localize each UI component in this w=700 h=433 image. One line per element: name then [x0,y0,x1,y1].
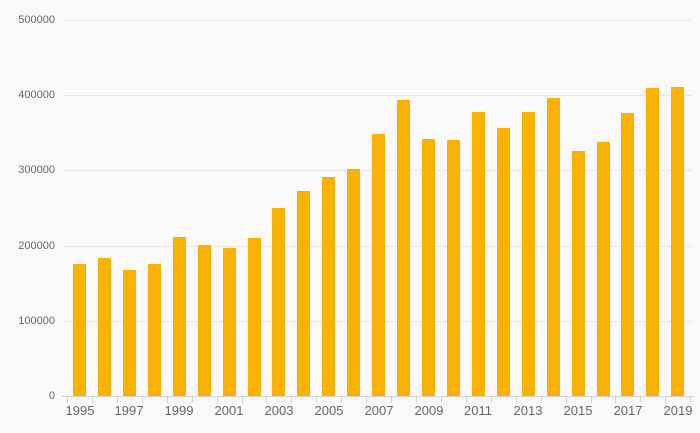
bar-2009[interactable] [422,139,435,396]
x-axis-label-1999: 1999 [164,403,194,418]
x-axis-tick [92,397,93,403]
x-axis-tick [67,397,68,403]
x-axis-tick [142,397,143,403]
bar-2001[interactable] [223,248,236,396]
x-axis-label-2005: 2005 [314,403,344,418]
bar-2011[interactable] [472,112,485,396]
bar-2013[interactable] [522,112,535,396]
x-axis-label-2001: 2001 [214,403,244,418]
x-axis-label-2011: 2011 [464,403,492,418]
y-axis-label-500000: 500000 [18,14,55,26]
x-axis-tick [167,397,168,403]
x-axis-tick [291,397,292,403]
y-gridline-500000 [63,20,692,21]
x-axis-tick [516,397,517,403]
x-axis-tick [466,397,467,403]
x-axis-tick [341,397,342,403]
x-axis-tick [690,397,691,403]
x-axis-tick [640,397,641,403]
x-axis-tick [665,397,666,403]
bar-1996[interactable] [98,258,111,396]
x-axis-tick [391,397,392,403]
x-axis-label-2017: 2017 [613,403,643,418]
bar-2014[interactable] [547,98,560,396]
x-axis-tick [117,397,118,403]
x-axis-label-1995: 1995 [65,403,95,418]
bar-2004[interactable] [297,191,310,396]
bar-2017[interactable] [621,113,634,396]
x-axis-label-2009: 2009 [414,403,444,418]
bar-1999[interactable] [173,237,186,396]
bar-1995[interactable] [73,264,86,396]
bar-2019[interactable] [671,87,684,396]
x-axis-tick [441,397,442,403]
x-axis-label-2019: 2019 [663,403,693,418]
x-axis-tick [541,397,542,403]
bar-2010[interactable] [447,140,460,396]
y-axis-label-0: 0 [48,390,55,402]
bar-2002[interactable] [248,238,261,396]
x-axis-tick [192,397,193,403]
x-axis-label-2003: 2003 [264,403,294,418]
x-axis-label-1997: 1997 [114,403,144,418]
bar-2008[interactable] [397,100,410,396]
x-axis-tick [416,397,417,403]
x-axis-tick [242,397,243,403]
x-axis-tick [491,397,492,403]
bar-1997[interactable] [123,270,136,396]
x-axis-tick [217,397,218,403]
y-axis-label-300000: 300000 [18,164,55,176]
bar-2018[interactable] [646,88,659,396]
x-axis-tick [615,397,616,403]
x-axis-tick [316,397,317,403]
bar-2003[interactable] [272,208,285,396]
bar-2005[interactable] [322,177,335,396]
x-axis-label-2015: 2015 [563,403,593,418]
y-gridline-400000 [63,95,692,96]
bar-2000[interactable] [198,245,211,396]
x-axis-tick [566,397,567,403]
x-axis-tick [366,397,367,403]
x-axis-line [62,396,694,397]
y-axis-label-200000: 200000 [18,240,55,252]
bar-2015[interactable] [572,151,585,396]
y-axis-label-400000: 400000 [18,89,55,101]
bar-2007[interactable] [372,134,385,396]
x-axis-label-2007: 2007 [364,403,394,418]
bar-2006[interactable] [347,169,360,396]
bar-2016[interactable] [597,142,610,396]
bar-2012[interactable] [497,128,510,396]
x-axis-label-2013: 2013 [513,403,543,418]
bar-1998[interactable] [148,264,161,396]
y-axis-label-100000: 100000 [18,315,55,327]
x-axis-tick [266,397,267,403]
x-axis-tick [591,397,592,403]
